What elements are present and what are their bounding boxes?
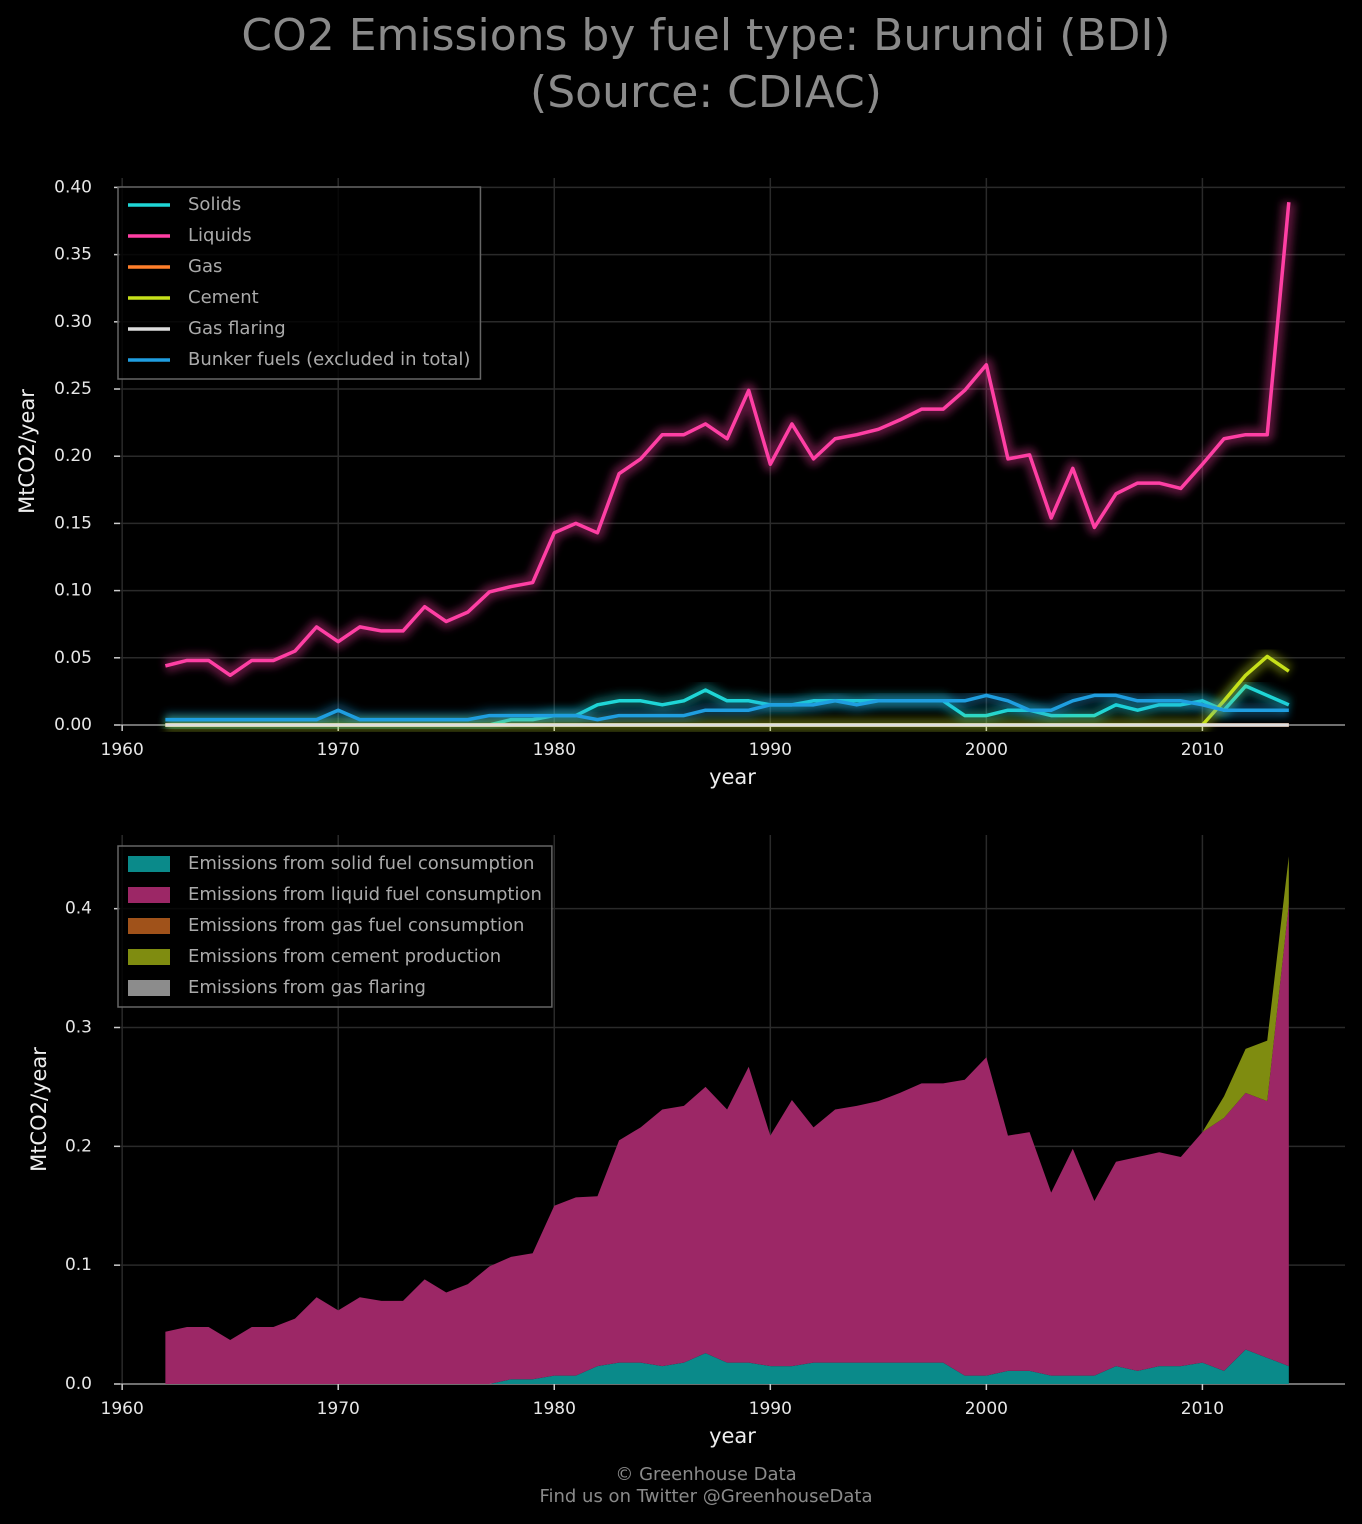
y-tick-label: 0.0 (65, 1374, 92, 1394)
line (164, 202, 1291, 678)
y-tick-label: 0.00 (54, 715, 92, 735)
x-tick-label: 1960 (101, 740, 144, 760)
y-axis-label: MtCO2/year (27, 1047, 51, 1172)
x-axis-label: year (709, 1424, 756, 1448)
legend-label: Emissions from liquid fuel consumption (188, 884, 542, 905)
y-tick-label: 0.3 (65, 1018, 92, 1038)
x-axis-label: year (709, 765, 756, 789)
line (165, 693, 1289, 722)
x-tick-label: 1960 (101, 1399, 144, 1419)
x-tick-label: 2000 (965, 740, 1008, 760)
y-tick-label: 0.20 (54, 446, 92, 466)
legend-swatch (128, 887, 170, 903)
y-tick-label: 0.1 (65, 1255, 92, 1275)
y-axis-label: MtCO2/year (15, 389, 39, 514)
x-tick-label: 2000 (965, 1399, 1008, 1419)
y-tick-label: 0.40 (54, 177, 92, 197)
legend-label: Liquids (188, 225, 252, 246)
y-tick-label: 0.4 (65, 899, 92, 919)
x-tick-label: 2010 (1181, 1399, 1224, 1419)
title: CO2 Emissions by fuel type: Burundi (BDI… (241, 10, 1170, 61)
legend-label: Emissions from gas flaring (188, 977, 426, 998)
x-tick-label: 1990 (749, 1399, 792, 1419)
y-tick-label: 0.35 (54, 245, 92, 265)
legend-label: Cement (188, 287, 259, 308)
legend-box (117, 186, 482, 380)
y-tick-label: 0.25 (54, 379, 92, 399)
y-tick-label: 0.2 (65, 1136, 92, 1156)
x-tick-label: 1970 (317, 1399, 360, 1419)
x-tick-label: 1980 (533, 740, 576, 760)
legend-box (117, 845, 553, 1008)
footer: © Greenhouse Data (615, 1464, 796, 1485)
legend-swatch (128, 980, 170, 996)
area (165, 1349, 1289, 1384)
subtitle: (Source: CDIAC) (530, 67, 882, 118)
legend-label: Gas flaring (188, 318, 286, 339)
y-tick-label: 0.10 (54, 581, 92, 601)
footer: Find us on Twitter @GreenhouseData (539, 1486, 872, 1507)
legend-swatch (128, 918, 170, 934)
legend-swatch (128, 856, 170, 872)
x-tick-label: 1980 (533, 1399, 576, 1419)
legend-label: Emissions from solid fuel consumption (188, 853, 534, 874)
legend-label: Bunker fuels (excluded in total) (188, 349, 470, 370)
area (165, 903, 1289, 1384)
y-tick-label: 0.30 (54, 312, 92, 332)
y-tick-label: 0.15 (54, 513, 92, 533)
x-tick-label: 1970 (317, 740, 360, 760)
legend-swatch (128, 949, 170, 965)
legend-label: Solids (188, 194, 241, 215)
x-tick-label: 1990 (749, 740, 792, 760)
legend-label: Emissions from gas fuel consumption (188, 915, 524, 936)
legend-label: Emissions from cement production (188, 946, 501, 967)
y-tick-label: 0.05 (54, 648, 92, 668)
x-tick-label: 2010 (1181, 740, 1224, 760)
legend-label: Gas (188, 256, 222, 277)
